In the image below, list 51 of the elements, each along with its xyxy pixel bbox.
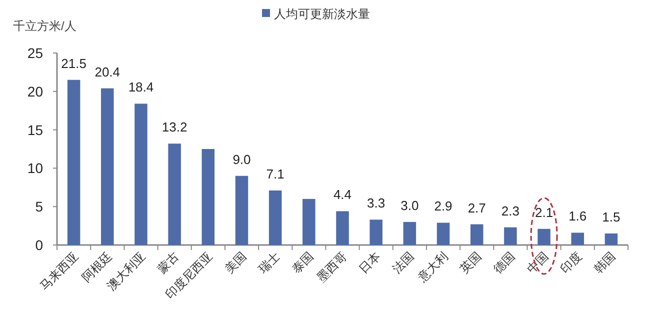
data-label: 3.0	[400, 198, 419, 213]
y-tick-label: 25	[27, 45, 44, 61]
bar	[470, 224, 484, 245]
bar	[538, 228, 550, 245]
y-tick-label: 20	[27, 83, 44, 100]
data-label: 1.5	[602, 209, 620, 224]
data-label: 21.5	[61, 56, 86, 71]
data-label: 9.0	[232, 152, 251, 167]
bar	[403, 222, 416, 245]
y-axis-title: 千立方米/人	[13, 19, 76, 33]
bar	[101, 88, 114, 245]
data-label: 2.1	[534, 204, 554, 220]
data-label: 2.9	[434, 198, 452, 214]
bar	[436, 222, 450, 245]
x-tick-label: 意大利	[414, 249, 450, 286]
x-tick-label: 德国	[490, 249, 518, 276]
x-tick-label: 日本	[356, 249, 384, 276]
x-tick-label: 蒙古	[154, 249, 182, 276]
data-label: 20.4	[94, 64, 120, 80]
data-label: 18.4	[128, 80, 154, 95]
bar	[134, 104, 148, 245]
x-tick-label: 印度	[558, 249, 585, 276]
x-tick-label: 美国	[222, 249, 249, 276]
data-label: 2.7	[468, 200, 486, 216]
bar	[571, 232, 584, 245]
y-tick-label: 15	[27, 122, 44, 138]
bar	[168, 144, 181, 245]
bar	[202, 149, 215, 245]
y-tick-label: 5	[35, 198, 44, 215]
legend-label: 人均可更新淡水量	[274, 7, 370, 21]
bar	[604, 233, 618, 245]
bar	[235, 176, 248, 245]
y-tick-label: 10	[27, 160, 44, 176]
bar	[67, 80, 80, 245]
data-label: 7.1	[266, 166, 284, 182]
x-tick-label: 法国	[390, 249, 417, 276]
data-label: 4.4	[333, 187, 352, 202]
data-label: 13.2	[162, 120, 188, 135]
data-label: 3.3	[367, 196, 386, 211]
bar	[268, 190, 282, 245]
data-label: 1.6	[568, 208, 587, 224]
bar	[370, 220, 382, 245]
data-label: 2.3	[501, 203, 520, 218]
bar	[504, 227, 517, 245]
x-tick-label: 瑞士	[256, 249, 282, 276]
x-tick-label: 墨西哥	[314, 249, 350, 285]
x-tick-label: 泰国	[289, 249, 316, 276]
bar	[336, 211, 349, 245]
x-tick-label: 英国	[457, 249, 484, 276]
bar	[302, 198, 316, 245]
x-tick-label: 韩国	[591, 249, 618, 276]
